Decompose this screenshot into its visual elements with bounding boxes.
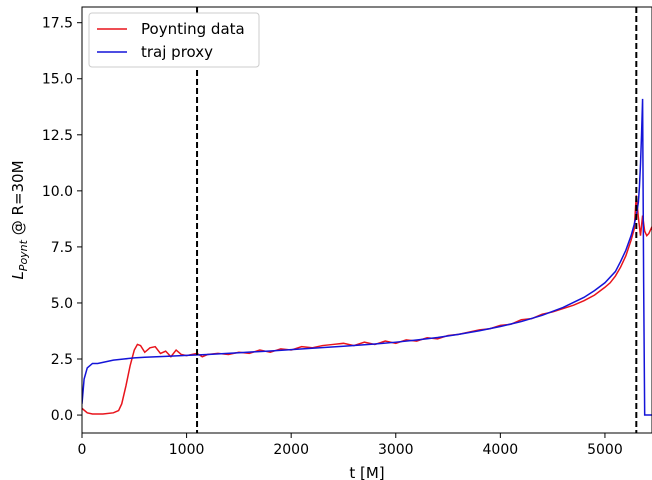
y-axis-label-sub: Poynt [17, 239, 30, 271]
x-axis-label: t [M] [349, 464, 384, 480]
x-tick-label: 4000 [483, 442, 519, 458]
legend: Poynting data traj proxy [88, 12, 260, 68]
y-axis-label-main: L [9, 271, 27, 279]
series-line-1 [82, 195, 652, 415]
y-tick-label: 10.0 [42, 184, 73, 200]
legend-label: Poynting data [141, 20, 245, 38]
y-tick-label: 7.5 [51, 240, 73, 256]
legend-label: traj proxy [141, 43, 213, 61]
y-axis-label: LPoynt @ R=30M [9, 160, 30, 279]
y-axis-label-rest: @ R=30M [9, 160, 27, 240]
x-tick-label: 3000 [378, 442, 414, 458]
legend-box [88, 12, 260, 68]
y-tick-label: 15.0 [42, 72, 73, 88]
y-tick-label: 12.5 [42, 128, 73, 144]
x-tick-label: 2000 [273, 442, 309, 458]
y-tick-label: 17.5 [42, 16, 73, 32]
x-tick-label: 0 [78, 442, 87, 458]
y-tick-label: 2.5 [51, 352, 73, 368]
x-tick-label: 5000 [587, 442, 623, 458]
y-tick-label: 5.0 [51, 296, 73, 312]
series-line-2 [82, 98, 652, 416]
y-axis: 0.0 2.5 5.0 7.5 10.0 12.5 15.0 17.5 [42, 16, 82, 424]
y-tick-label: 0.0 [51, 408, 73, 424]
plot-frame [81, 6, 652, 434]
plot-area [81, 6, 652, 434]
x-tick-label: 1000 [169, 442, 205, 458]
x-axis: 0 1000 2000 3000 4000 5000 [78, 433, 623, 458]
